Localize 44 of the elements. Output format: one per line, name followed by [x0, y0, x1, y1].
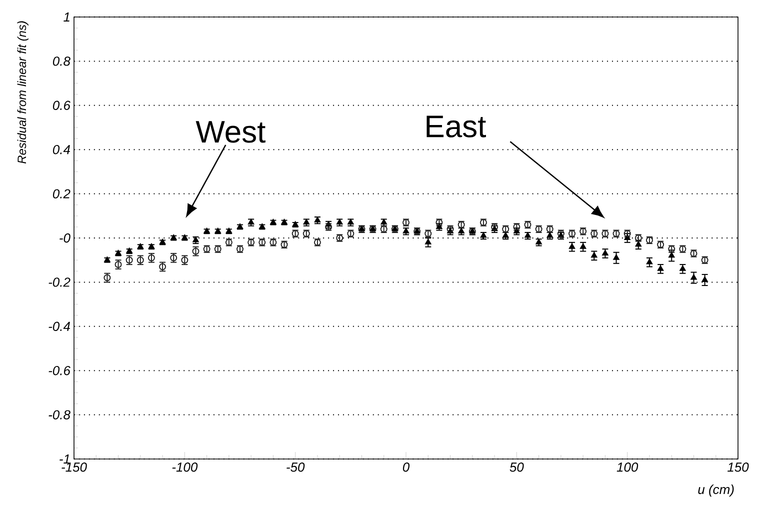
point — [536, 238, 542, 244]
y-tick-label: -0.8 — [48, 410, 70, 420]
x-tick-label: -100 — [172, 462, 198, 472]
point — [602, 250, 608, 256]
x-tick-label: -150 — [62, 462, 87, 472]
y-tick-label: 1 — [64, 12, 70, 22]
point — [646, 258, 653, 264]
point — [690, 274, 697, 280]
y-tick-label: -0.2 — [48, 278, 70, 287]
point — [425, 238, 432, 244]
point — [480, 232, 487, 238]
point — [568, 243, 576, 249]
point — [613, 254, 620, 260]
text: West — [196, 121, 266, 143]
point — [680, 265, 686, 271]
y-tick-label: 0.2 — [52, 189, 70, 198]
x-tick-label: 150 — [728, 462, 749, 472]
point — [314, 216, 321, 222]
point — [591, 252, 598, 258]
y-tick-label: -1 — [60, 454, 70, 464]
point — [668, 252, 675, 258]
point — [580, 243, 586, 249]
point — [402, 228, 410, 234]
x-tick-label: -50 — [286, 462, 305, 472]
x-tick-label: 50 — [510, 462, 524, 472]
y-tick-label: -0.4 — [48, 322, 70, 331]
text: East — [426, 116, 486, 138]
point — [657, 265, 664, 271]
y-tick-label: 0.8 — [52, 56, 70, 66]
point — [635, 241, 642, 247]
point — [546, 232, 553, 238]
point — [192, 236, 199, 242]
y-axis-title: Residual from linear fit (ns) — [17, 21, 28, 164]
y-tick-label: -0 — [60, 233, 70, 243]
x-axis-title: u (cm) — [698, 484, 734, 497]
point — [524, 232, 531, 238]
y-tick-label: 0.4 — [52, 144, 70, 154]
y-tick-label: -0.6 — [48, 366, 70, 376]
y-tick-label: 0.6 — [52, 100, 70, 110]
point — [502, 232, 509, 238]
point — [458, 228, 464, 234]
x-tick-label: 100 — [616, 462, 638, 472]
x-tick-label: 0 — [402, 462, 410, 472]
point — [702, 276, 708, 282]
